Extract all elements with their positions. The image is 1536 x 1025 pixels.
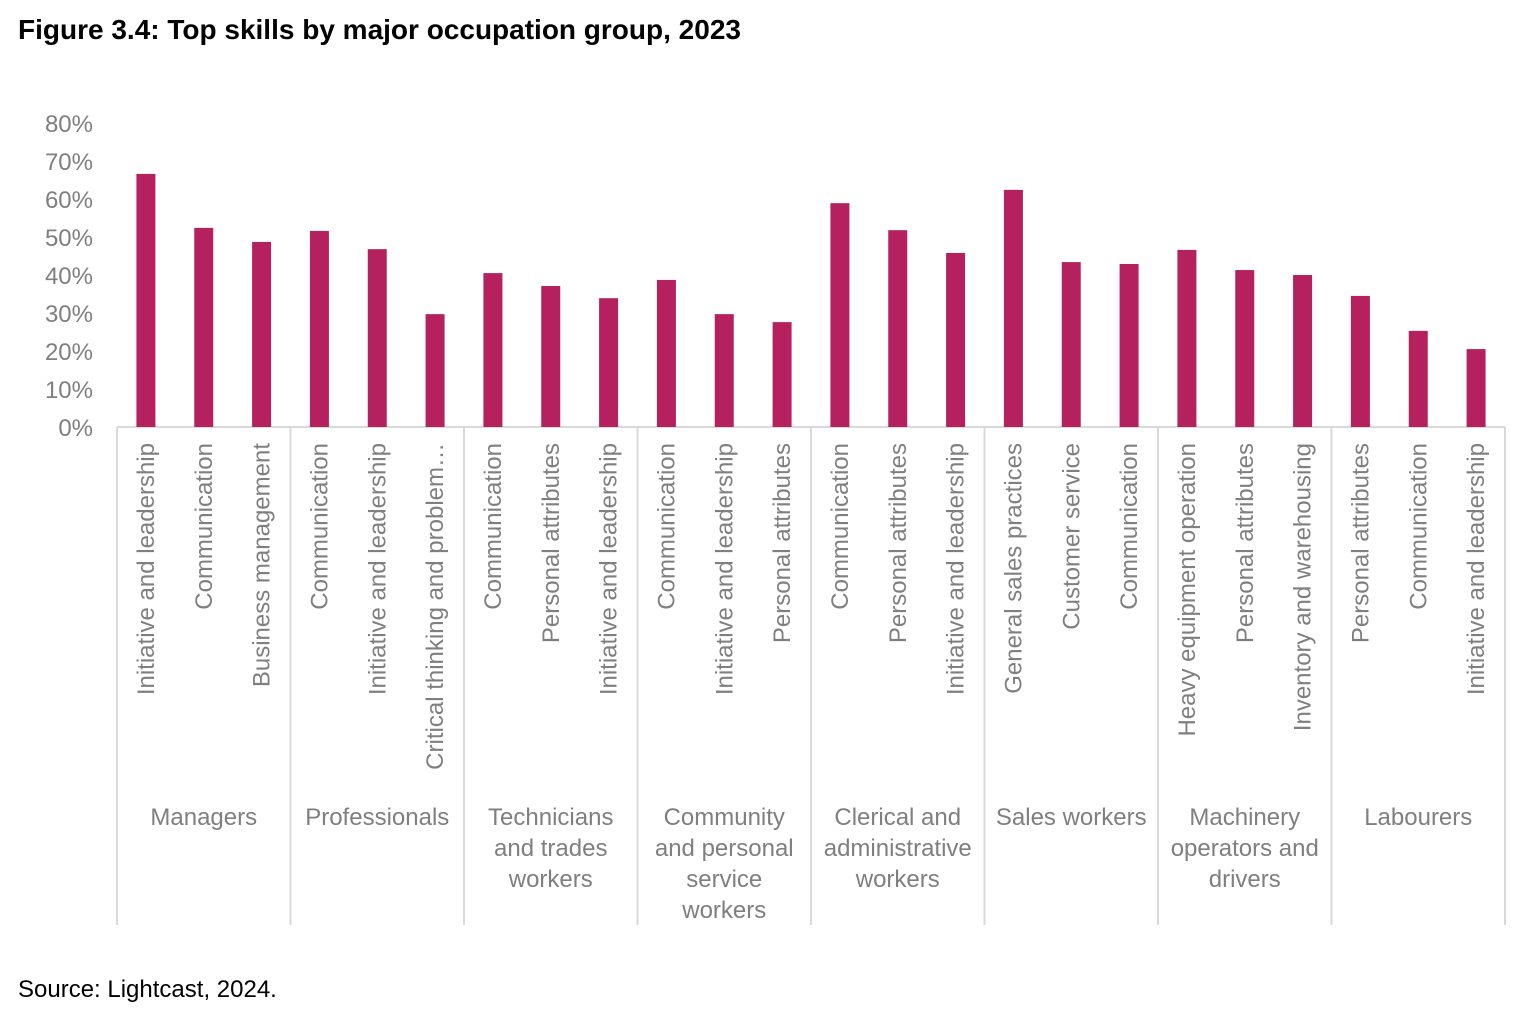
group-label-line: Community [664, 804, 785, 831]
bar [1003, 189, 1023, 427]
bar [1177, 249, 1197, 427]
category-label: Communication [827, 443, 854, 610]
bar [483, 273, 503, 427]
group-label-line: Professionals [305, 804, 449, 831]
group-label-line: Machinery [1189, 804, 1300, 831]
group-label-line: Labourers [1364, 804, 1472, 831]
group-label: Professionals [305, 804, 449, 831]
bar [1235, 270, 1255, 427]
y-tick-label: 20% [45, 339, 93, 366]
category-label: Initiative and leadership [711, 443, 738, 695]
y-tick-label: 40% [45, 263, 93, 290]
y-tick-label: 80% [45, 111, 93, 138]
bar [541, 286, 561, 427]
bar [772, 322, 792, 427]
group-label-line: and trades [494, 835, 607, 862]
bar [1408, 330, 1428, 427]
bar [1061, 262, 1081, 427]
category-label: Business management [249, 443, 276, 687]
category-label: Personal attributes [885, 443, 912, 643]
y-tick-label: 0% [58, 415, 93, 442]
category-label: Personal attributes [538, 443, 565, 643]
y-tick-label: 50% [45, 225, 93, 252]
bar [1466, 349, 1486, 427]
group-label-line: operators and [1171, 835, 1319, 862]
category-label: Initiative and leadership [364, 443, 391, 695]
group-label-line: workers [681, 897, 766, 924]
category-label: Personal attributes [1347, 443, 1374, 643]
category-label: Inventory and warehousing [1290, 443, 1317, 731]
category-label: Communication [191, 443, 218, 610]
category-label: Communication [1405, 443, 1432, 610]
group-label: Community and personal service workers [655, 804, 794, 924]
group-label: Sales workers [996, 804, 1147, 831]
group-label: Managers [150, 804, 257, 831]
bar [367, 249, 387, 427]
group-label: Labourers [1364, 804, 1472, 831]
group-label-line: Sales workers [996, 804, 1147, 831]
category-label: Critical thinking and problem… [422, 443, 449, 770]
category-label: Communication [480, 443, 507, 610]
bar [1293, 275, 1313, 427]
category-label: Personal attributes [1232, 443, 1259, 643]
y-tick-label: 10% [45, 377, 93, 404]
category-label: Communication [653, 443, 680, 610]
bar [599, 298, 619, 427]
group-label-line: Clerical and [834, 804, 961, 831]
group-label-line: Managers [150, 804, 257, 831]
source-note: Source: Lightcast, 2024. [18, 976, 277, 1003]
category-label: Communication [306, 443, 333, 610]
bar [656, 279, 676, 427]
group-label-line: workers [508, 866, 593, 893]
bar [194, 227, 214, 427]
group-label-line: administrative [824, 835, 972, 862]
bar [888, 230, 908, 427]
chart-title: Figure 3.4: Top skills by major occupati… [18, 14, 741, 45]
category-label: Personal attributes [769, 443, 796, 643]
category-label: Customer service [1058, 443, 1085, 630]
bar [946, 252, 966, 427]
y-tick-label: 30% [45, 301, 93, 328]
bar [425, 314, 445, 427]
y-tick-label: 60% [45, 187, 93, 214]
y-tick-label: 70% [45, 149, 93, 176]
group-label-line: workers [855, 866, 940, 893]
group-label-line: and personal [655, 835, 794, 862]
bar [714, 314, 734, 427]
bar [830, 203, 850, 427]
group-label-line: drivers [1209, 866, 1281, 893]
bar [309, 230, 329, 427]
category-label: Initiative and leadership [596, 443, 623, 695]
group-label-line: service [686, 866, 762, 893]
category-label: Heavy equipment operation [1174, 443, 1201, 737]
category-label: Initiative and leadership [943, 443, 970, 695]
bar [136, 173, 156, 427]
category-label: Initiative and leadership [1463, 443, 1490, 695]
category-label: General sales practices [1000, 443, 1027, 694]
bar [1119, 263, 1139, 427]
group-label: Clerical and administrative workers [824, 804, 972, 893]
category-label: Communication [1116, 443, 1143, 610]
group-label: Machinery operators and drivers [1171, 804, 1319, 893]
group-label: Technicians and trades workers [488, 804, 613, 893]
category-label: Initiative and leadership [133, 443, 160, 695]
bar [252, 241, 272, 427]
bar [1350, 295, 1370, 427]
group-label-line: Technicians [488, 804, 613, 831]
